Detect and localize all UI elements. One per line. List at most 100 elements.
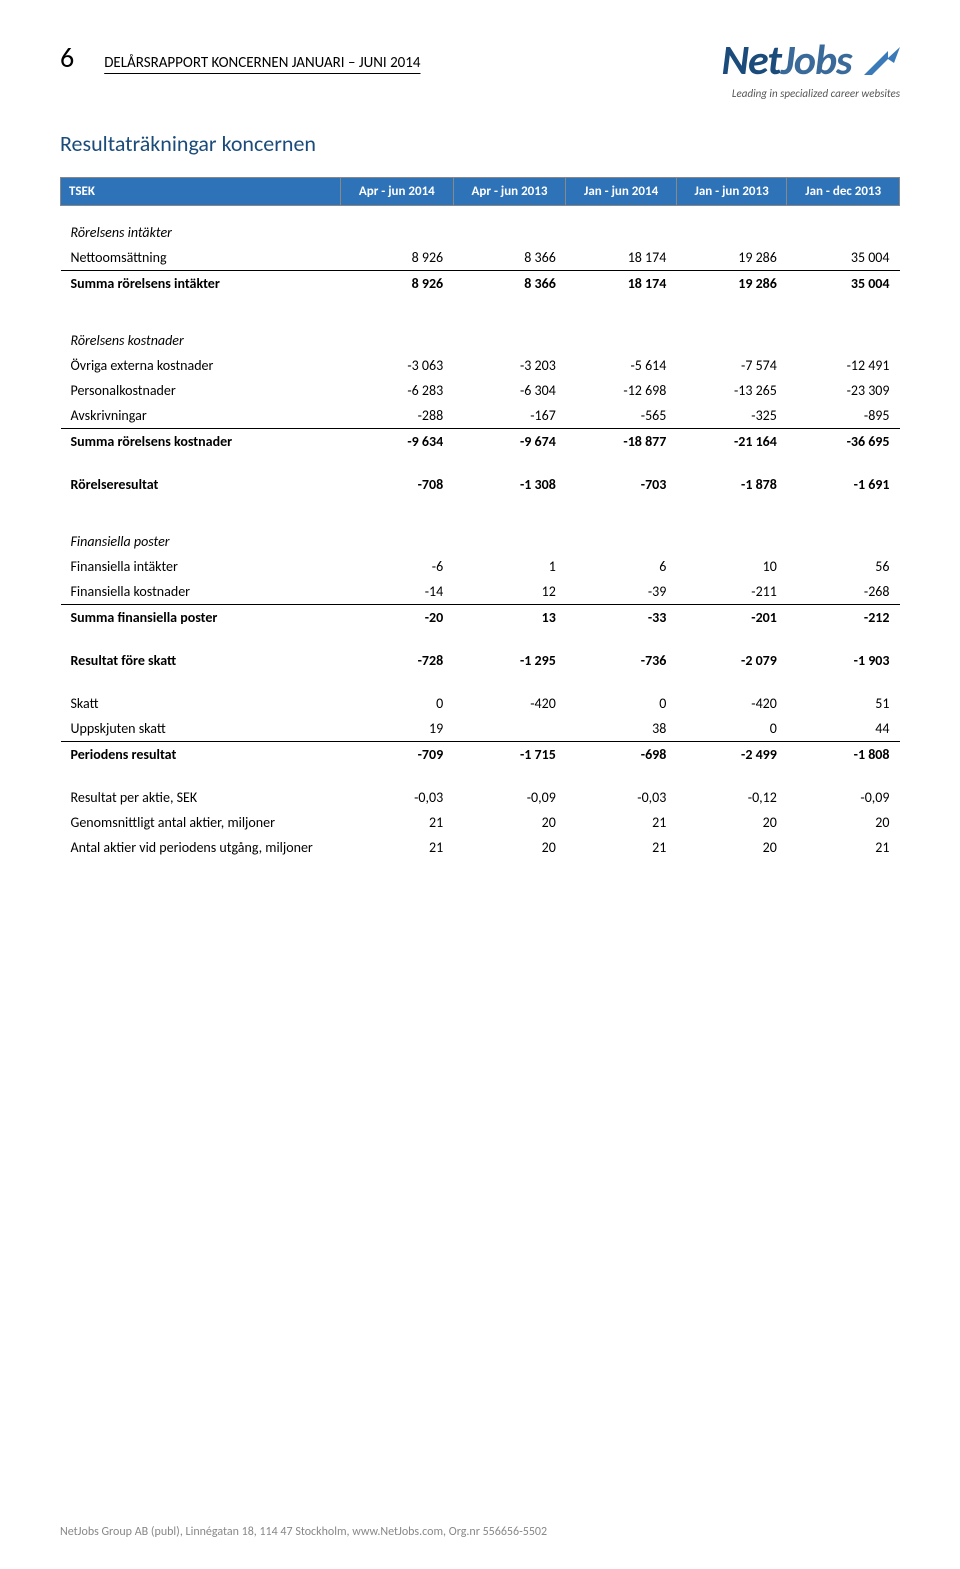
row-value: 6	[566, 554, 677, 579]
row-value: -6 304	[453, 378, 566, 403]
spacer-row	[61, 497, 900, 515]
row-value: -1 308	[453, 472, 566, 497]
row-value: -728	[341, 648, 454, 673]
page-header: 6 DELÅRSRAPPORT KONCERNEN JANUARI – JUNI…	[60, 40, 900, 100]
section-label: Rörelsens intäkter	[61, 205, 900, 245]
row-value: -5 614	[566, 353, 677, 378]
row-value: -6 283	[341, 378, 454, 403]
row-value: 8 366	[453, 270, 566, 296]
header-label: TSEK	[61, 177, 341, 205]
row-value: 8 366	[453, 245, 566, 271]
row-value: 51	[787, 691, 900, 716]
row-label: Avskrivningar	[61, 403, 341, 429]
row-value: -3 063	[341, 353, 454, 378]
row-value: -212	[787, 604, 900, 630]
row-value: -1 808	[787, 741, 900, 767]
row-value: -2 079	[676, 648, 787, 673]
row-value: -698	[566, 741, 677, 767]
row-value: -9 674	[453, 428, 566, 454]
row-value: 8 926	[341, 245, 454, 271]
row-value: 0	[676, 716, 787, 742]
row-label: Summa rörelsens intäkter	[61, 270, 341, 296]
row-value: 21	[566, 835, 677, 860]
row-label: Uppskjuten skatt	[61, 716, 341, 742]
row-value: -1 903	[787, 648, 900, 673]
row-value: 0	[566, 691, 677, 716]
row-value: -14	[341, 579, 454, 605]
row-value: 20	[676, 810, 787, 835]
row-label: Finansiella kostnader	[61, 579, 341, 605]
row-value: 21	[787, 835, 900, 860]
table-row: Summa finansiella poster-2013-33-201-212	[61, 604, 900, 630]
arrow-icon	[864, 43, 900, 85]
table-header-row: TSEK Apr - jun 2014 Apr - jun 2013 Jan -…	[61, 177, 900, 205]
row-value: -703	[566, 472, 677, 497]
logo-text-b: Jobs	[781, 35, 852, 86]
row-value: -23 309	[787, 378, 900, 403]
row-value: 19	[341, 716, 454, 742]
row-label: Rörelseresultat	[61, 472, 341, 497]
header-col: Jan - jun 2013	[676, 177, 787, 205]
table-row: Resultat per aktie, SEK-0,03-0,09-0,03-0…	[61, 785, 900, 810]
income-statement-table: TSEK Apr - jun 2014 Apr - jun 2013 Jan -…	[60, 177, 900, 860]
row-value: -39	[566, 579, 677, 605]
row-value: 19 286	[676, 245, 787, 271]
row-value: -201	[676, 604, 787, 630]
row-value: -1 715	[453, 741, 566, 767]
row-value: 21	[566, 810, 677, 835]
row-value: 21	[341, 810, 454, 835]
section-title: Resultaträkningar koncernen	[60, 130, 900, 157]
row-value: -167	[453, 403, 566, 429]
section-head-row: Rörelsens intäkter	[61, 205, 900, 245]
row-value: -33	[566, 604, 677, 630]
row-value: 38	[566, 716, 677, 742]
spacer-row	[61, 630, 900, 648]
logo: NetJobs Leading in specialized career we…	[721, 40, 900, 100]
table-row: Rörelseresultat-708-1 308-703-1 878-1 69…	[61, 472, 900, 497]
row-value: 21	[341, 835, 454, 860]
table-row: Antal aktier vid periodens utgång, miljo…	[61, 835, 900, 860]
row-value: 20	[676, 835, 787, 860]
table-row: Summa rörelsens kostnader-9 634-9 674-18…	[61, 428, 900, 454]
row-value: -3 203	[453, 353, 566, 378]
row-value: 20	[787, 810, 900, 835]
row-value	[453, 716, 566, 742]
row-value: -895	[787, 403, 900, 429]
row-value: -36 695	[787, 428, 900, 454]
table-row: Avskrivningar-288-167-565-325-895	[61, 403, 900, 429]
row-label: Antal aktier vid periodens utgång, miljo…	[61, 835, 341, 860]
row-value: -18 877	[566, 428, 677, 454]
row-label: Summa finansiella poster	[61, 604, 341, 630]
row-value: 10	[676, 554, 787, 579]
row-value: -268	[787, 579, 900, 605]
row-value: -0,09	[453, 785, 566, 810]
table-row: Personalkostnader-6 283-6 304-12 698-13 …	[61, 378, 900, 403]
spacer-row	[61, 767, 900, 785]
row-value: -13 265	[676, 378, 787, 403]
row-label: Summa rörelsens kostnader	[61, 428, 341, 454]
table-row: Finansiella kostnader-1412-39-211-268	[61, 579, 900, 605]
row-value: -736	[566, 648, 677, 673]
header-col: Jan - dec 2013	[787, 177, 900, 205]
header-col: Apr - jun 2013	[453, 177, 566, 205]
row-value: -12 698	[566, 378, 677, 403]
row-label: Skatt	[61, 691, 341, 716]
document-title: DELÅRSRAPPORT KONCERNEN JANUARI – JUNI 2…	[104, 54, 420, 72]
table-row: Finansiella intäkter-6161056	[61, 554, 900, 579]
row-label: Övriga externa kostnader	[61, 353, 341, 378]
spacer-row	[61, 673, 900, 691]
logo-text-a: Net	[721, 35, 780, 86]
table-row: Summa rörelsens intäkter8 9268 36618 174…	[61, 270, 900, 296]
row-value: 20	[453, 810, 566, 835]
row-value: -12 491	[787, 353, 900, 378]
row-value: 1	[453, 554, 566, 579]
row-value: 12	[453, 579, 566, 605]
row-value: 20	[453, 835, 566, 860]
row-value: -21 164	[676, 428, 787, 454]
row-label: Finansiella intäkter	[61, 554, 341, 579]
table-row: Skatt0-4200-42051	[61, 691, 900, 716]
logo-tagline: Leading in specialized career websites	[721, 87, 900, 100]
row-value: 56	[787, 554, 900, 579]
row-value: -1 878	[676, 472, 787, 497]
row-value: -1 691	[787, 472, 900, 497]
